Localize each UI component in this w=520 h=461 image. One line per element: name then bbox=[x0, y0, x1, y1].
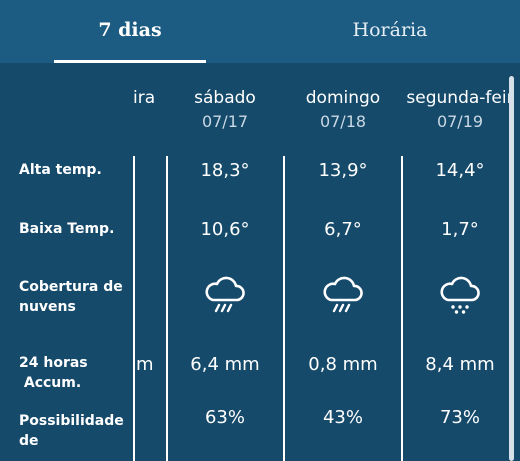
day-column-header: sábado 07/17 bbox=[163, 88, 287, 132]
day-name: domingo bbox=[305, 88, 381, 108]
partial-accum-value: m bbox=[136, 354, 154, 375]
high-temp-value: 18,3° bbox=[200, 160, 250, 181]
low-temp-value: 10,6° bbox=[200, 219, 250, 240]
row-label-chance: Possibilidade de bbox=[19, 411, 129, 451]
row-label-line: de bbox=[19, 433, 39, 449]
day-name: sábado bbox=[194, 88, 256, 108]
row-label-line: Cobertura de bbox=[19, 279, 123, 295]
active-tab-indicator bbox=[54, 60, 206, 63]
row-label-24h-accum: 24 horas Accum. bbox=[19, 353, 129, 393]
row-label-line: 24 horas bbox=[19, 355, 88, 371]
day-date: 07/17 bbox=[201, 112, 249, 131]
chance-value: 73% bbox=[439, 407, 480, 428]
column-divider bbox=[401, 156, 403, 461]
column-divider bbox=[133, 156, 135, 461]
snow-cloud-icon bbox=[440, 276, 480, 314]
tab-7-dias[interactable]: 7 dias bbox=[98, 19, 162, 41]
day-date: 07/19 bbox=[436, 112, 484, 131]
chance-value: 43% bbox=[322, 407, 363, 428]
row-label-line: nuvens bbox=[19, 299, 76, 315]
row-label-line: Accum. bbox=[19, 375, 82, 391]
high-temp-value: 13,9° bbox=[318, 160, 368, 181]
accum-value: 6,4 mm bbox=[190, 354, 260, 375]
day-date: 07/18 bbox=[319, 112, 367, 131]
rain-cloud-icon bbox=[323, 276, 363, 313]
row-label-high-temp: Alta temp. bbox=[19, 162, 102, 178]
row-label-cloud-cover: Cobertura de nuvens bbox=[19, 277, 129, 317]
low-temp-value: 6,7° bbox=[324, 219, 362, 240]
column-divider bbox=[166, 156, 168, 461]
day-column-header: segunda-feir 07/19 bbox=[398, 88, 520, 132]
chance-value: 63% bbox=[204, 407, 245, 428]
day-name: segunda-feir bbox=[406, 88, 514, 108]
accum-value: 8,4 mm bbox=[425, 354, 495, 375]
tab-horaria[interactable]: Horária bbox=[352, 19, 428, 41]
tab-bar: 7 dias Horária bbox=[0, 0, 520, 63]
column-divider bbox=[283, 156, 285, 461]
row-label-low-temp: Baixa Temp. bbox=[19, 221, 115, 237]
scrollbar-thumb[interactable] bbox=[509, 76, 514, 461]
accum-value: 0,8 mm bbox=[308, 354, 378, 375]
low-temp-value: 1,7° bbox=[441, 219, 479, 240]
day-column-header: domingo 07/18 bbox=[281, 88, 405, 132]
row-label-line: Possibilidade bbox=[19, 413, 124, 429]
partial-day-name: ira bbox=[133, 88, 156, 108]
rain-cloud-icon bbox=[205, 276, 245, 313]
high-temp-value: 14,4° bbox=[435, 160, 485, 181]
